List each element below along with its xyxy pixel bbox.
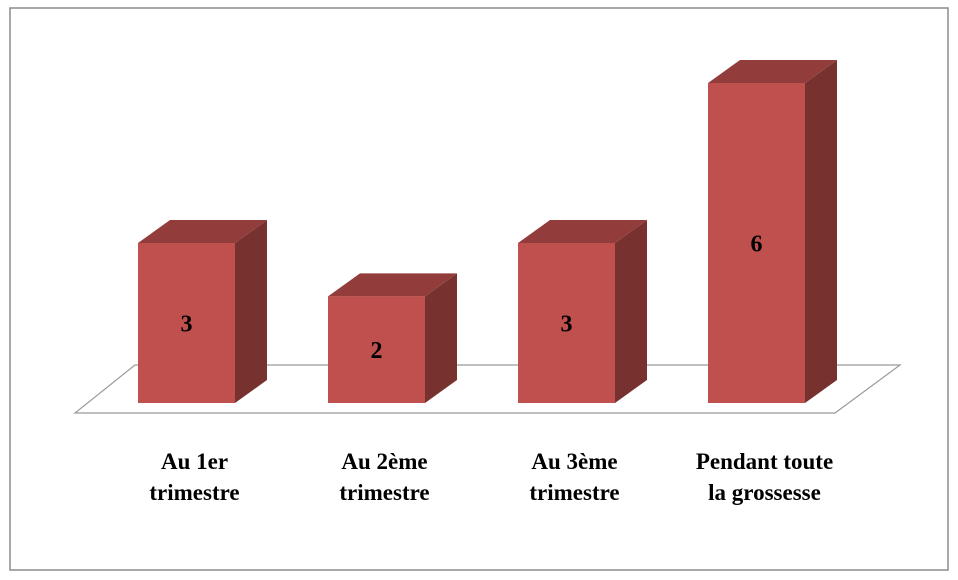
bar-side bbox=[235, 220, 267, 403]
data-label: 6 bbox=[751, 232, 763, 258]
bar bbox=[328, 296, 425, 403]
bar-side bbox=[425, 273, 457, 403]
x-tick-label: Au 3ème trimestre bbox=[529, 449, 620, 505]
x-tick-label: Pendant toute la grossesse bbox=[695, 449, 834, 505]
data-label: 3 bbox=[181, 312, 193, 338]
data-label: 2 bbox=[371, 338, 383, 364]
bar-side bbox=[805, 60, 837, 403]
data-label: 3 bbox=[561, 312, 573, 338]
x-tick-label: Au 1er trimestre bbox=[149, 449, 240, 505]
bar-top bbox=[328, 273, 457, 297]
bar-top bbox=[518, 220, 647, 243]
floor bbox=[73, 364, 902, 414]
x-tick-label: Au 2ème trimestre bbox=[339, 449, 430, 505]
bar-side bbox=[615, 220, 647, 403]
bar bbox=[518, 243, 615, 403]
bar-top bbox=[708, 60, 837, 83]
bar bbox=[708, 83, 805, 403]
bar bbox=[138, 243, 235, 403]
bar-top bbox=[138, 220, 267, 243]
